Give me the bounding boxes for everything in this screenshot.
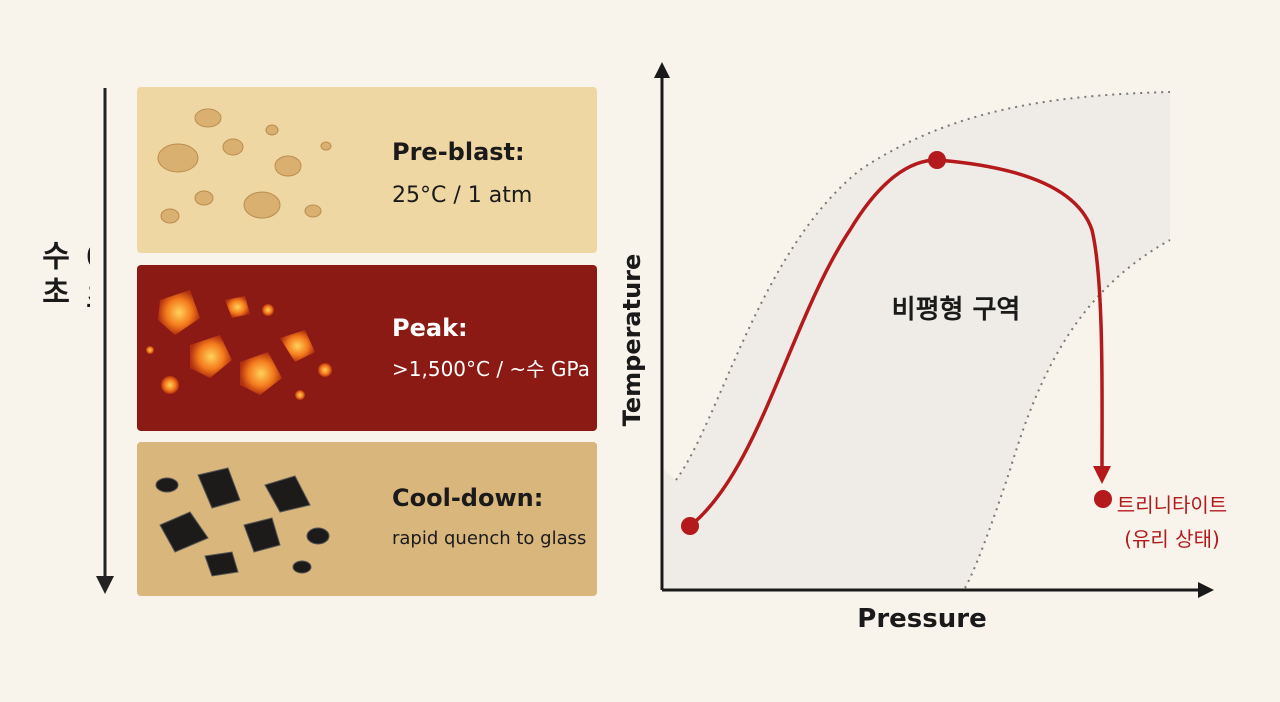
grain [146, 346, 154, 354]
x-axis-arrowhead [1198, 582, 1214, 598]
grain [264, 475, 311, 513]
grain [240, 352, 282, 395]
grain [243, 191, 281, 219]
y-axis-label: Temperature [618, 254, 646, 427]
stage-title: Peak: [392, 314, 468, 342]
start-point [681, 517, 699, 535]
region-boundary [675, 91, 1171, 481]
grain [320, 141, 332, 151]
grain [190, 335, 232, 378]
grain [222, 138, 244, 156]
stage-detail: rapid quench to glass [392, 528, 586, 549]
grain [158, 290, 200, 335]
stage-title: Cool-down: [392, 484, 543, 512]
stage-detail: >1,500°C / ~수 GPa [392, 357, 590, 381]
stage-panel [137, 442, 597, 596]
grain [157, 143, 199, 173]
region-fill [664, 92, 1170, 588]
glass-grains [155, 467, 330, 577]
grain [243, 517, 281, 553]
end-label: 트리니타이트 [1117, 493, 1227, 517]
grain [194, 190, 214, 206]
peak-point [928, 151, 946, 169]
timeline-label: 0초 ↓ 수초 [35, 240, 90, 399]
grain [318, 363, 332, 377]
molten-grains [146, 290, 332, 400]
stage-detail: 25°C / 1 atm [392, 183, 532, 208]
grain [265, 124, 279, 136]
grain [160, 208, 180, 224]
y-axis-arrowhead [654, 62, 670, 78]
x-axis-label: Pressure [857, 604, 986, 634]
grain [161, 376, 179, 394]
grain [225, 296, 250, 318]
grain [155, 477, 179, 493]
grain [295, 390, 305, 400]
grain [292, 560, 312, 574]
sand-grains [157, 108, 332, 224]
region-label: 비평형 구역 [892, 295, 1021, 325]
grain [204, 551, 239, 577]
grain [197, 467, 241, 509]
end-point [1094, 490, 1112, 508]
grain [274, 155, 302, 177]
timeline-label-box: 0초 ↓ 수초 [35, 240, 90, 399]
grain [306, 527, 330, 545]
process-arrowhead [1093, 466, 1111, 484]
timeline-arrowhead [96, 576, 114, 594]
grain [159, 511, 209, 553]
grain [280, 330, 315, 362]
stage-title: Pre-blast: [392, 138, 525, 166]
end-label: (유리 상태) [1124, 527, 1220, 551]
grain [194, 108, 222, 128]
grain [262, 304, 274, 316]
grain [304, 204, 322, 218]
